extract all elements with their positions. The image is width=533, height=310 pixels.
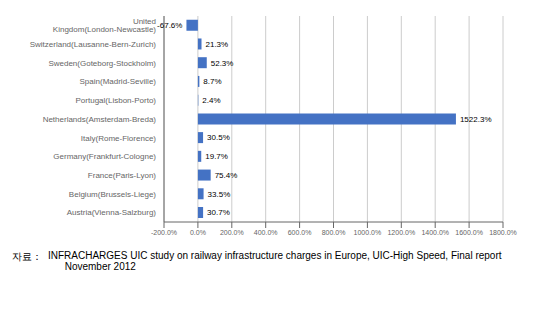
svg-text:1400.0%: 1400.0% (421, 229, 449, 236)
svg-text:-67.6%: -67.6% (157, 21, 182, 30)
svg-text:Italy(Rome-Florence): Italy(Rome-Florence) (81, 134, 156, 143)
svg-text:Portugal(Lisbon-Porto): Portugal(Lisbon-Porto) (76, 96, 157, 105)
svg-text:Sweden(Goteborg-Stockholm): Sweden(Goteborg-Stockholm) (48, 59, 156, 68)
svg-text:8.7%: 8.7% (203, 77, 221, 86)
svg-text:19.7%: 19.7% (205, 152, 228, 161)
svg-text:30.5%: 30.5% (207, 133, 230, 142)
svg-text:France(Paris-Lyon): France(Paris-Lyon) (88, 171, 157, 180)
svg-text:1522.3%: 1522.3% (460, 115, 492, 124)
svg-text:UnitedKingdom(London-Newcastle: UnitedKingdom(London-Newcastle) (53, 17, 157, 34)
svg-text:Spain(Madrid-Seville): Spain(Madrid-Seville) (80, 77, 157, 86)
svg-text:52.3%: 52.3% (211, 59, 234, 68)
svg-text:-200.0%: -200.0% (151, 229, 177, 236)
svg-text:Austria(Vienna-Salzburg): Austria(Vienna-Salzburg) (67, 208, 157, 217)
svg-text:75.4%: 75.4% (215, 171, 238, 180)
svg-text:Belgium(Brussels-Liege): Belgium(Brussels-Liege) (69, 190, 156, 199)
svg-text:30.7%: 30.7% (207, 208, 230, 217)
svg-text:Netherlands(Amsterdam-Breda): Netherlands(Amsterdam-Breda) (43, 115, 157, 124)
svg-text:0.0%: 0.0% (190, 229, 206, 236)
svg-text:Switzerland(Lausanne-Bern-Zuri: Switzerland(Lausanne-Bern-Zurich) (30, 40, 157, 49)
svg-text:400.0%: 400.0% (254, 229, 278, 236)
svg-text:1800.0%: 1800.0% (489, 229, 517, 236)
html-text:INFRACHARGES UIC study on rail: INFRACHARGES UIC study on railway infras… (48, 250, 502, 272)
svg-text:1600.0%: 1600.0% (455, 229, 483, 236)
html-text:자료：: 자료： (12, 251, 42, 262)
svg-text:800.0%: 800.0% (322, 229, 346, 236)
svg-text:1200.0%: 1200.0% (387, 229, 415, 236)
svg-text:21.3%: 21.3% (206, 40, 229, 49)
svg-text:Germany(Frankfurt-Cologne): Germany(Frankfurt-Cologne) (53, 152, 156, 161)
svg-text:33.5%: 33.5% (208, 190, 231, 199)
svg-text:600.0%: 600.0% (288, 229, 312, 236)
svg-text:200.0%: 200.0% (220, 229, 244, 236)
svg-text:1000.0%: 1000.0% (354, 229, 382, 236)
svg-text:2.4%: 2.4% (202, 96, 220, 105)
